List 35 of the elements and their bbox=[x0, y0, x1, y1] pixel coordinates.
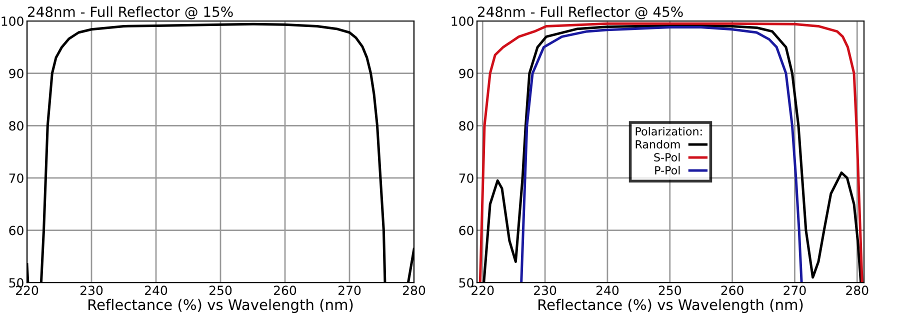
y-tick-label: 60 bbox=[9, 226, 24, 236]
legend-label: Random bbox=[636, 140, 680, 149]
x-tick-label: 220 bbox=[16, 286, 38, 296]
x-tick-label: 260 bbox=[274, 286, 296, 296]
chart-title: 248nm - Full Reflector @ 15% bbox=[28, 6, 233, 20]
x-tick-label: 280 bbox=[402, 286, 426, 296]
x-tick-label: 220 bbox=[472, 286, 494, 296]
x-tick-label: 230 bbox=[534, 286, 556, 296]
y-tick-label: 100 bbox=[2, 16, 24, 26]
x-tick-label: 240 bbox=[144, 286, 168, 296]
y-tick-label: 50 bbox=[9, 278, 24, 288]
y-tick-label: 100 bbox=[452, 16, 474, 26]
x-tick-label: 280 bbox=[846, 286, 868, 296]
y-tick-label: 90 bbox=[9, 68, 24, 78]
x-tick-label: 270 bbox=[338, 286, 361, 296]
y-tick-label: 90 bbox=[459, 68, 474, 78]
y-tick-label: 80 bbox=[459, 121, 474, 131]
x-tick-label: 260 bbox=[721, 286, 744, 296]
x-axis-title: Reflectance (%) vs Wavelength (nm) bbox=[88, 298, 353, 314]
y-tick-label: 80 bbox=[9, 121, 24, 131]
x-tick-label: 270 bbox=[784, 286, 806, 296]
x-tick-label: 240 bbox=[596, 286, 619, 296]
x-axis-title: Reflectance (%) vs Wavelength (nm) bbox=[538, 298, 803, 314]
x-tick-label: 250 bbox=[209, 286, 232, 296]
line-series bbox=[520, 26, 803, 283]
x-tick-label: 250 bbox=[658, 286, 681, 296]
x-tick-label: 230 bbox=[80, 286, 103, 296]
chart-title: 248nm - Full Reflector @ 45% bbox=[478, 6, 683, 20]
legend-label: P-Pol bbox=[655, 166, 680, 174]
legend-label: S-Pol bbox=[654, 152, 680, 162]
legend-title: Polarization: bbox=[636, 126, 702, 136]
y-tick-label: 70 bbox=[9, 173, 24, 183]
y-tick-label: 60 bbox=[459, 226, 474, 236]
y-tick-label: 70 bbox=[459, 173, 474, 183]
y-tick-label: 50 bbox=[459, 278, 474, 288]
